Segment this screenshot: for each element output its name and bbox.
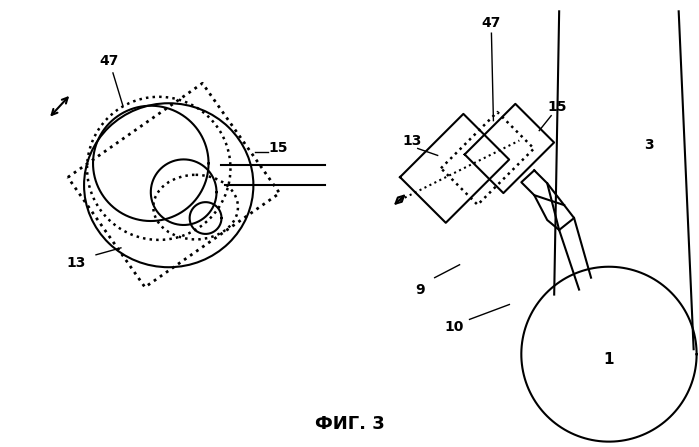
- Text: 9: 9: [415, 283, 424, 297]
- Text: 13: 13: [402, 134, 421, 148]
- Text: 13: 13: [66, 256, 86, 270]
- Text: 10: 10: [445, 320, 464, 334]
- Text: ФИГ. 3: ФИГ. 3: [315, 415, 385, 433]
- Text: 15: 15: [268, 141, 288, 156]
- Text: 47: 47: [482, 16, 501, 30]
- Text: 1: 1: [604, 352, 614, 367]
- Text: 3: 3: [644, 139, 654, 152]
- Text: 47: 47: [99, 54, 119, 68]
- Text: 15: 15: [547, 100, 567, 114]
